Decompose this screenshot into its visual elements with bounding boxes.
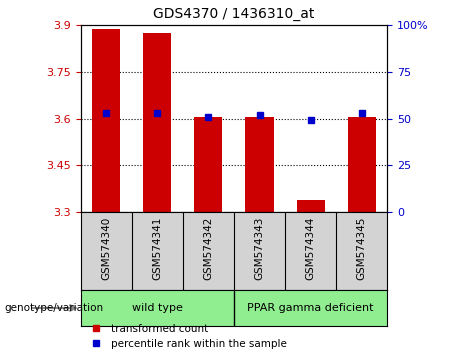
Text: GSM574341: GSM574341 — [152, 216, 162, 280]
Text: GSM574345: GSM574345 — [357, 216, 366, 280]
Text: wild type: wild type — [132, 303, 183, 313]
Bar — [143, 33, 171, 212]
Bar — [348, 117, 376, 212]
Title: GDS4370 / 1436310_at: GDS4370 / 1436310_at — [153, 7, 315, 21]
Text: genotype/variation: genotype/variation — [5, 303, 104, 313]
Text: GSM574344: GSM574344 — [306, 216, 316, 280]
Legend: transformed count, percentile rank within the sample: transformed count, percentile rank withi… — [86, 324, 287, 349]
Text: GSM574340: GSM574340 — [101, 216, 111, 280]
Text: GSM574343: GSM574343 — [254, 216, 265, 280]
Text: GSM574342: GSM574342 — [203, 216, 213, 280]
Text: PPAR gamma deficient: PPAR gamma deficient — [248, 303, 374, 313]
Bar — [296, 200, 325, 212]
Bar — [92, 29, 120, 212]
Bar — [195, 117, 223, 212]
Bar — [245, 117, 273, 212]
